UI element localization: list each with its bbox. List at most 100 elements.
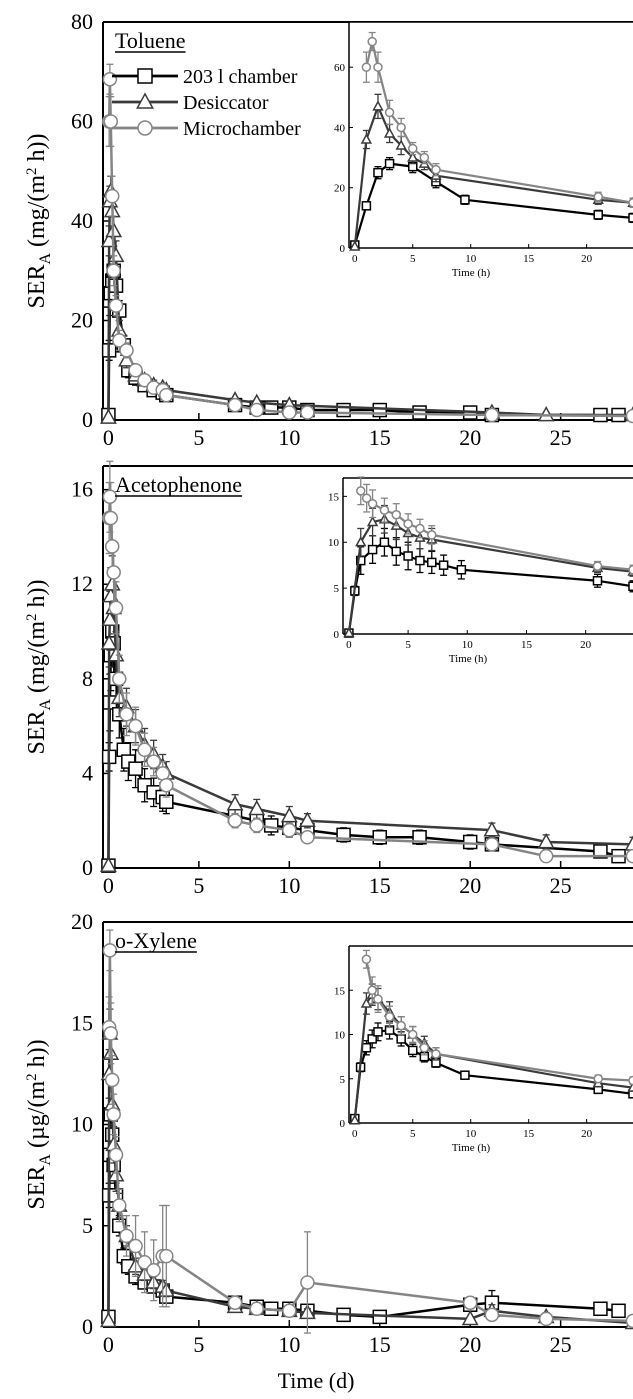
main-point-circle (625, 408, 633, 424)
inset-point-circle (628, 1075, 633, 1086)
inset-point-circle (373, 994, 383, 1004)
inset-x-tick-label: 15 (521, 639, 533, 651)
inset-point-square (373, 1027, 383, 1037)
main-point-circle (155, 766, 170, 781)
main-point-triangle (280, 806, 298, 823)
main-point-circle (104, 539, 120, 554)
main-point-circle (108, 600, 124, 616)
inset-x-tick-label: 20 (581, 253, 593, 265)
inset-point-square (427, 557, 437, 568)
main-point-circle (300, 1275, 315, 1290)
inset-point-circle (361, 62, 372, 72)
y-tick-label: 4 (82, 760, 93, 785)
y-axis-label-part: (mg/(m (24, 621, 50, 699)
main-point-circle (249, 1301, 265, 1317)
y-tick-label: 10 (71, 1112, 93, 1137)
main-point-square (128, 761, 143, 776)
inset-point-square (361, 201, 372, 211)
x-tick-label: 10 (278, 425, 300, 450)
main-point-circle (282, 1303, 297, 1319)
y-axis-label-part: SER (24, 1166, 50, 1210)
main-point-circle (146, 754, 161, 769)
inset-point-square (628, 213, 633, 223)
main-point-triangle (483, 821, 501, 837)
main-point-circle (282, 822, 297, 838)
inset-y-tick-label: 10 (334, 1030, 346, 1042)
main-point-circle (300, 405, 315, 420)
inset-y-tick-label: 5 (340, 1074, 346, 1086)
main-point-circle (146, 1263, 161, 1278)
inset-point-square (367, 544, 378, 555)
inset-point-square (396, 1034, 406, 1044)
main-point-circle (462, 1295, 478, 1310)
inset-point-triangle (349, 1114, 361, 1125)
x-tick-label: 5 (193, 1332, 204, 1357)
inset-y-tick-label: 60 (334, 62, 346, 74)
inset-point-square (592, 576, 603, 586)
inset-point-triangle (627, 1081, 633, 1092)
inset-background (349, 22, 633, 248)
main-point-circle (112, 1198, 127, 1213)
main-point-circle (484, 837, 500, 852)
main-point-square (611, 1303, 626, 1319)
inset-errorbar (629, 580, 633, 593)
inset-point-circle (593, 1074, 603, 1084)
inset-x-axis-label: Time (h) (452, 267, 491, 279)
legend-marker-triangle (136, 92, 154, 109)
inset-y-tick-label: 10 (328, 537, 340, 549)
inset-point-triangle (407, 151, 419, 162)
inset-x-tick-label: 0 (346, 639, 352, 651)
main-point-triangle (248, 799, 266, 816)
legend-item: 203 l chamber (112, 66, 298, 88)
main-point-circle (128, 718, 143, 734)
main-point-circle (128, 363, 143, 378)
inset-point-square (628, 581, 633, 592)
inset-errorbar (629, 564, 633, 576)
inset-point-circle (391, 509, 402, 520)
inset-y-tick-label: 0 (334, 629, 340, 641)
main-point-circle (282, 405, 297, 420)
inset-point-circle (396, 1020, 406, 1031)
main-point-triangle (461, 1309, 479, 1326)
inset-point-triangle (349, 240, 361, 251)
main-point-circle (119, 707, 134, 722)
x-tick-label: 10 (278, 873, 300, 898)
main-line-square (107, 630, 619, 866)
inset-point-circle (427, 530, 437, 540)
main-point-square (336, 402, 351, 418)
inset-point-circle (361, 954, 372, 965)
y-axis-label-part: A (37, 699, 54, 711)
main-point-triangle (624, 835, 633, 851)
inset-point-circle (384, 1012, 395, 1022)
inset-point-square (415, 555, 425, 566)
inset-point-square (460, 1070, 470, 1080)
inset-x-axis-label: Time (h) (452, 1142, 491, 1154)
x-tick-label: 0 (103, 873, 114, 898)
inset-point-circle (373, 62, 383, 72)
inset-point-square (460, 195, 470, 205)
inset-background (343, 478, 633, 634)
x-tick-label: 0 (103, 1332, 114, 1357)
inset-point-triangle (360, 997, 373, 1008)
main-point-circle (625, 1313, 633, 1329)
y-axis-label-part: SER (24, 711, 50, 755)
main-point-circle (538, 848, 554, 864)
inset-point-circle (367, 36, 377, 47)
inset-point-circle (408, 143, 418, 154)
main-point-circle (227, 1295, 243, 1310)
y-axis-label-part: SER (24, 265, 50, 309)
main-point-circle (106, 1107, 121, 1122)
y-axis-label-part: A (37, 253, 54, 265)
inset-y-tick-label: 5 (334, 583, 340, 595)
inset-point-circle (384, 107, 395, 118)
main-point-square (412, 405, 427, 420)
inset-point-circle (593, 192, 603, 202)
legend-label: 203 l chamber (183, 66, 298, 88)
y-axis-label-part: 2 (24, 613, 40, 621)
inset-point-square (628, 1089, 633, 1099)
x-tick-label: 5 (193, 873, 204, 898)
x-tick-label: 5 (193, 425, 204, 450)
panel-title: Toluene (115, 28, 186, 53)
